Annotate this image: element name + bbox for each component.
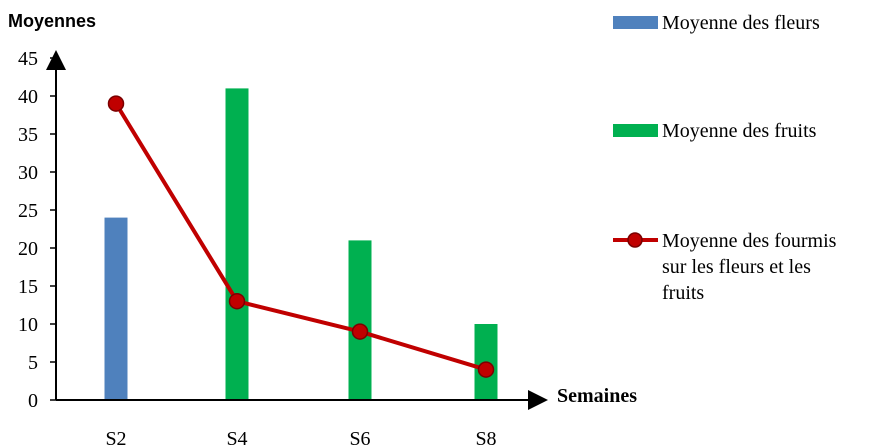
y-tick-label: 20 — [18, 238, 38, 260]
x-axis-label: Semaines — [557, 385, 637, 407]
y-tick-label: 40 — [18, 86, 38, 108]
x-tick-label: S4 — [226, 428, 247, 448]
x-tick-label: S8 — [475, 428, 496, 448]
line-series-layer — [107, 95, 495, 378]
point-fourmis-S4 — [228, 292, 246, 310]
bar-fruits-S4 — [225, 88, 249, 401]
y-tick-label: 15 — [18, 276, 38, 298]
legend: Moyenne des fleurs Moyenne des fruits Mo… — [613, 12, 837, 304]
legend-swatch-fourmis-marker — [627, 232, 643, 248]
y-tick-label: 25 — [18, 200, 38, 222]
point-fourmis-S2 — [107, 95, 125, 112]
legend-label-fourmis-line-1: Moyenne des fourmis — [662, 230, 837, 252]
y-axis-label: Moyennes — [8, 11, 96, 31]
x-tick-label: S2 — [105, 428, 126, 448]
bar-fruits-S6 — [348, 240, 372, 400]
y-tick-label: 30 — [18, 162, 38, 184]
y-tick-label: 0 — [28, 390, 38, 412]
point-fourmis-S8 — [477, 361, 495, 378]
y-ticks: 0 5 10 15 20 25 30 35 40 45 — [18, 48, 56, 412]
legend-label-fourmis-line-3: fruits — [662, 282, 704, 304]
legend-label-fruits: Moyenne des fruits — [662, 120, 817, 142]
legend-swatch-fleurs — [613, 16, 658, 29]
point-fourmis-S6 — [351, 323, 369, 340]
y-tick-label: 5 — [28, 352, 38, 374]
y-tick-label: 35 — [18, 124, 38, 146]
legend-swatch-fruits — [613, 124, 658, 137]
line-fourmis — [114, 102, 487, 372]
y-tick-label: 10 — [18, 314, 38, 336]
legend-label-fleurs: Moyenne des fleurs — [662, 12, 820, 34]
x-tick-label: S6 — [349, 428, 370, 448]
legend-label-fourmis-line-2: sur les fleurs et les — [662, 256, 811, 278]
x-ticks: S2 S4 S6 S8 — [105, 428, 496, 448]
y-tick-label: 45 — [18, 48, 38, 70]
bar-fleurs-S2 — [104, 217, 128, 400]
